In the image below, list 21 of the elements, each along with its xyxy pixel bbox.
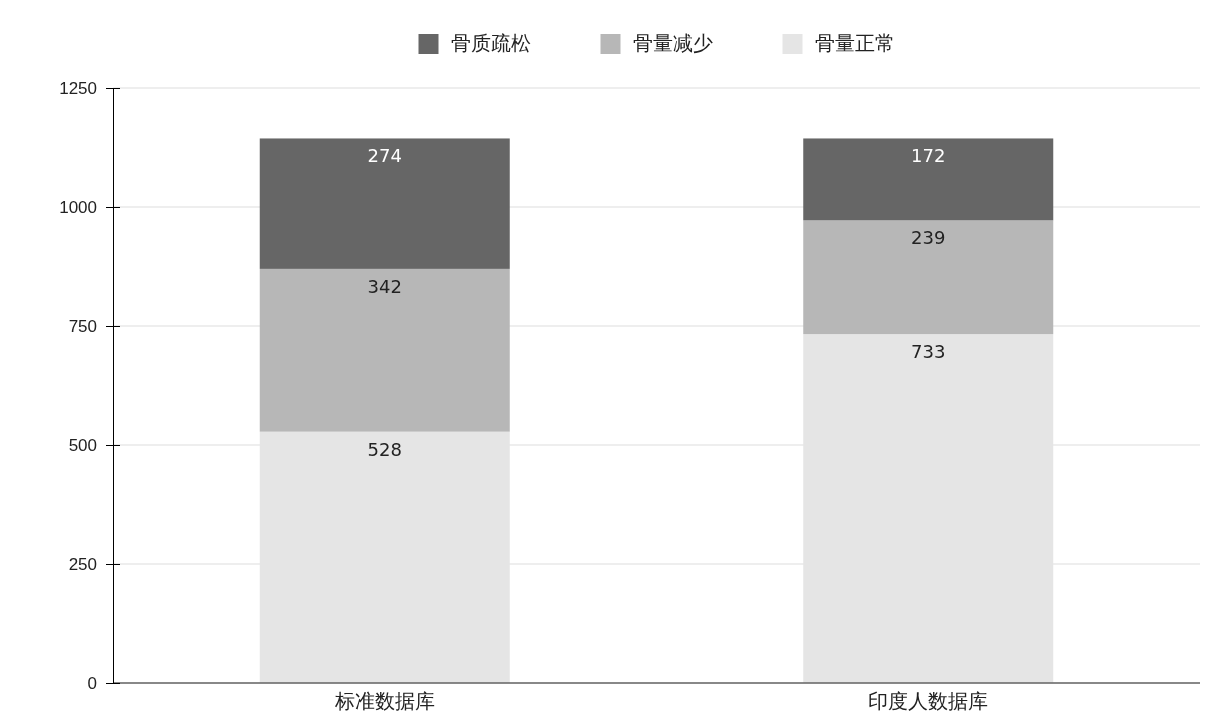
data-label: 342 <box>367 275 402 297</box>
data-label: 172 <box>911 145 946 167</box>
data-label: 239 <box>911 227 946 249</box>
x-tick-label: 标准数据库 <box>333 690 435 712</box>
bar <box>803 220 1054 335</box>
y-tick-label: 250 <box>68 554 97 574</box>
bar <box>803 138 1054 221</box>
bar <box>259 268 510 432</box>
data-label: 528 <box>367 438 402 460</box>
y-tick-label: 750 <box>68 316 97 336</box>
x-tick-label: 印度人数据库 <box>868 690 989 712</box>
y-tick-label: 1250 <box>59 78 97 98</box>
legend-label: 骨质疏松 <box>450 31 531 55</box>
data-label: 733 <box>911 341 946 363</box>
bar <box>259 138 510 269</box>
data-label: 274 <box>367 145 402 167</box>
y-tick-label: 500 <box>68 435 97 455</box>
y-tick-label: 1000 <box>59 197 97 217</box>
y-tick-label: 0 <box>87 673 97 693</box>
legend-label: 骨量正常 <box>814 31 895 55</box>
legend-label: 骨量减少 <box>632 31 713 55</box>
